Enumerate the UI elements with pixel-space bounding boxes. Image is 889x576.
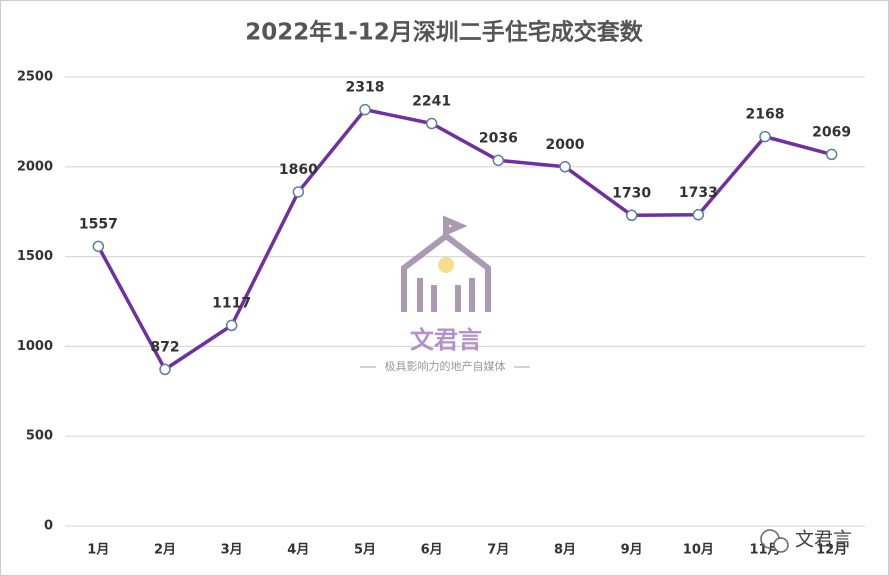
x-tick-label: 7月 [487,543,509,558]
data-label: 1117 [212,295,251,311]
data-label: 2036 [479,130,518,146]
watermark-text: 文君言 [410,326,482,354]
data-label: 2318 [346,80,385,96]
data-label: 2069 [812,124,851,140]
data-label: 2000 [546,137,585,153]
x-tick-label: 3月 [221,543,243,558]
chart-title: 2022年1-12月深圳二手住宅成交套数 [245,19,644,46]
x-tick-label: 11月 [749,543,780,558]
x-tick-label: 4月 [287,543,309,558]
plot: 0 500 1000 1500 2000 2500 1月 2月 3月 4月 5月 6月 7月 8月 9月 10… [17,70,865,558]
marker [225,319,238,332]
x-tick-label: 12月 [816,543,847,558]
watermark-icon [401,215,491,312]
y-tick-label: 2000 [17,159,53,174]
x-tick-label: 6月 [421,543,443,558]
marker [692,209,705,221]
marker [825,148,838,161]
data-label: 872 [150,339,179,355]
y-tick-label: 500 [26,429,53,444]
data-label: 1733 [679,185,718,201]
marker [359,103,371,116]
marker [425,117,438,130]
watermark: 文君言 极具影响力的地产自媒体 [360,215,530,373]
x-tick-label: 9月 [621,543,643,558]
watermark-subtitle: 极具影响力的地产自媒体 [385,359,506,373]
data-label: 2168 [746,107,785,123]
marker [492,154,505,167]
marker [292,186,305,198]
watermark-dot [438,257,454,273]
data-label: 1730 [612,185,651,201]
data-label: 1860 [279,162,318,178]
x-tick-label: 5月 [354,543,376,558]
x-tick-label: 1月 [87,543,109,558]
source-text: 文君言 [795,529,852,551]
x-tick-label: 10月 [683,543,714,558]
y-tick-label: 1500 [17,249,53,264]
source-badge: 文君言 [760,529,852,553]
y-tick-label: 2500 [17,70,53,85]
marker [559,161,571,173]
y-tick-label: 1000 [17,339,53,354]
marker [92,240,105,253]
x-tick-label: 8月 [554,543,576,558]
marker [159,363,171,376]
data-label: 2241 [412,94,451,110]
source-icon [773,537,789,553]
marker [625,209,638,222]
y-tick-label: 0 [44,519,53,534]
line [96,107,833,372]
data-label: 1557 [79,216,118,232]
marker [759,130,771,143]
x-tick-label: 2月 [154,543,176,558]
